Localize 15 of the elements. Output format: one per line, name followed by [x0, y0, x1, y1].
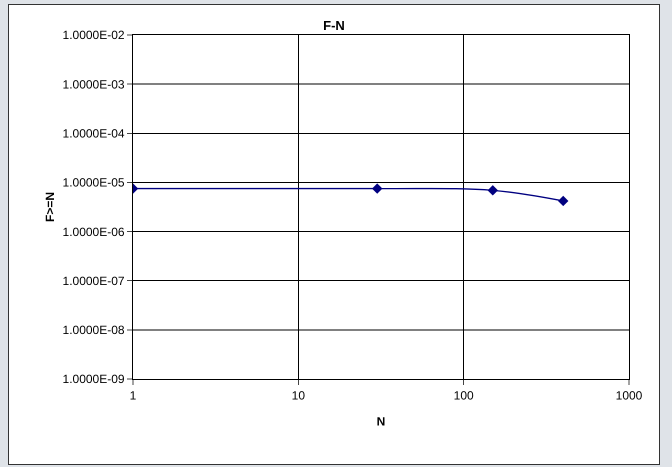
x-axis-title: N	[376, 414, 386, 428]
y-tick-label: 1.0000E-08	[62, 323, 125, 338]
chart-title: F-N	[323, 18, 345, 34]
y-tick-label: 1.0000E-04	[62, 126, 125, 140]
y-tick-label: 1.0000E-05	[62, 176, 125, 190]
y-axis-title: F>=N	[42, 192, 57, 222]
y-tick-label: 1.0000E-06	[62, 224, 125, 239]
y-tick-label: 1.0000E-03	[62, 77, 125, 92]
x-tick-label: 10	[292, 388, 306, 402]
y-tick-label: 1.0000E-07	[62, 274, 125, 288]
x-tick-label: 100	[454, 388, 474, 402]
y-tick-label: 1.0000E-09	[62, 372, 125, 386]
x-tick-label: 1000	[616, 388, 643, 402]
y-tick-label: 1.0000E-02	[62, 28, 125, 42]
x-tick-label: 1	[130, 388, 137, 402]
